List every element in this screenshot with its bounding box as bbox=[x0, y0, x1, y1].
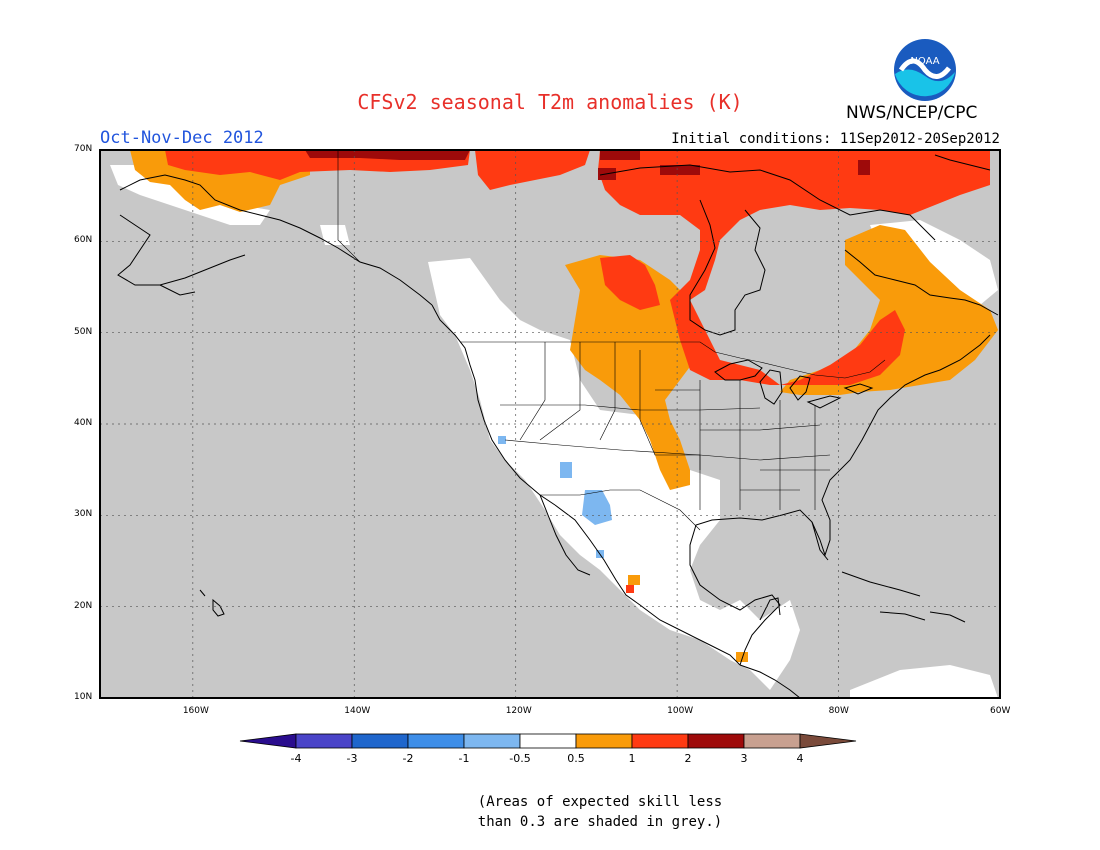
anomaly-0-5-to-1-central-america bbox=[736, 652, 748, 662]
longitude-label: 60W bbox=[990, 706, 1011, 716]
anomaly-2-to-3-cell-b bbox=[660, 165, 700, 175]
longitude-label: 160W bbox=[182, 706, 209, 716]
colorbar-segment bbox=[687, 733, 745, 749]
latitude-label: 50N bbox=[74, 326, 93, 337]
longitude-label: 100W bbox=[667, 706, 694, 716]
colorbar-label: 1 bbox=[628, 752, 636, 765]
colorbar-segment bbox=[519, 733, 577, 749]
season-label: Oct-Nov-Dec 2012 bbox=[100, 128, 264, 148]
skill-note-line1: (Areas of expected skill less bbox=[477, 794, 723, 810]
anomaly-0-5-to-1-prairies bbox=[565, 255, 700, 490]
colorbar-segment bbox=[463, 733, 521, 749]
latitude-label: 10N bbox=[74, 692, 93, 702]
chart-title: CFSv2 seasonal T2m anomalies (K) bbox=[357, 90, 743, 114]
near-normal-region-coast bbox=[320, 225, 350, 245]
colorbar-segment bbox=[743, 733, 801, 749]
colorbar-segment bbox=[575, 733, 633, 749]
near-normal-region-south bbox=[850, 665, 998, 698]
anomaly-1-to-2-manitoba bbox=[600, 255, 660, 310]
anomaly-1-to-2-mexico bbox=[626, 585, 634, 593]
latitude-label: 30N bbox=[74, 509, 93, 520]
longitude-label: 140W bbox=[344, 706, 371, 716]
colorbar-segment bbox=[631, 733, 689, 749]
anomaly-neg-0-5-to-neg-1-arizona bbox=[560, 462, 572, 478]
colorbar-segment bbox=[407, 733, 465, 749]
colorbar-label: -0.5 bbox=[509, 752, 531, 765]
anomaly-2-to-3-arctic-west bbox=[305, 150, 470, 160]
colorbar-arrow-left bbox=[239, 733, 297, 749]
anomaly-1-to-2-arctic bbox=[475, 150, 590, 190]
anomaly-2-to-3-cell-d bbox=[600, 150, 640, 160]
anomaly-neg-0-5-to-neg-1-sonora bbox=[582, 490, 612, 525]
noaa-logo: NOAA bbox=[894, 39, 956, 101]
longitude-label: 120W bbox=[505, 706, 532, 716]
colorbar-segment bbox=[295, 733, 353, 749]
longitude-label: 80W bbox=[828, 706, 849, 716]
colorbar-label: -1 bbox=[458, 752, 470, 765]
noaa-logo-text: NOAA bbox=[910, 56, 939, 67]
anomaly-neg-0-5-to-neg-1-california bbox=[498, 436, 506, 444]
coastlines bbox=[117, 154, 999, 699]
colorbar-label: 2 bbox=[684, 752, 692, 765]
colorbar-arrow-right bbox=[799, 733, 857, 749]
initial-conditions-label: Initial conditions: 11Sep2012-20Sep2012 bbox=[671, 131, 1000, 147]
latitude-label: 60N bbox=[74, 235, 93, 246]
agency-label: NWS/NCEP/CPC bbox=[846, 103, 978, 123]
anomaly-2-to-3-cell-c bbox=[858, 160, 870, 175]
colorbar-label: 3 bbox=[740, 752, 748, 765]
map-frame bbox=[99, 149, 1001, 699]
colorbar-label: -3 bbox=[346, 752, 358, 765]
skill-note: (Areas of expected skill less than 0.3 a… bbox=[460, 792, 740, 832]
latitude-label: 40N bbox=[74, 418, 93, 428]
skill-note-line2: than 0.3 are shaded in grey.) bbox=[477, 814, 723, 830]
anomaly-1-to-2-northeast-canada bbox=[598, 150, 990, 385]
latitude-label: 20N bbox=[74, 600, 93, 611]
graticule bbox=[100, 150, 1000, 698]
anomaly-0-5-to-1-east-canada bbox=[780, 225, 998, 395]
colorbar-segment bbox=[351, 733, 409, 749]
colorbar-label: -4 bbox=[290, 752, 302, 765]
near-normal-region bbox=[428, 258, 800, 690]
colorbar-label: 0.5 bbox=[567, 752, 585, 765]
anomaly-0-5-to-1-mexico bbox=[628, 575, 640, 585]
latitude-label: 70N bbox=[74, 144, 93, 154]
boundaries bbox=[337, 150, 886, 531]
colorbar-label: 4 bbox=[796, 752, 804, 765]
colorbar-label: -2 bbox=[402, 752, 414, 765]
colorbar bbox=[239, 733, 857, 749]
